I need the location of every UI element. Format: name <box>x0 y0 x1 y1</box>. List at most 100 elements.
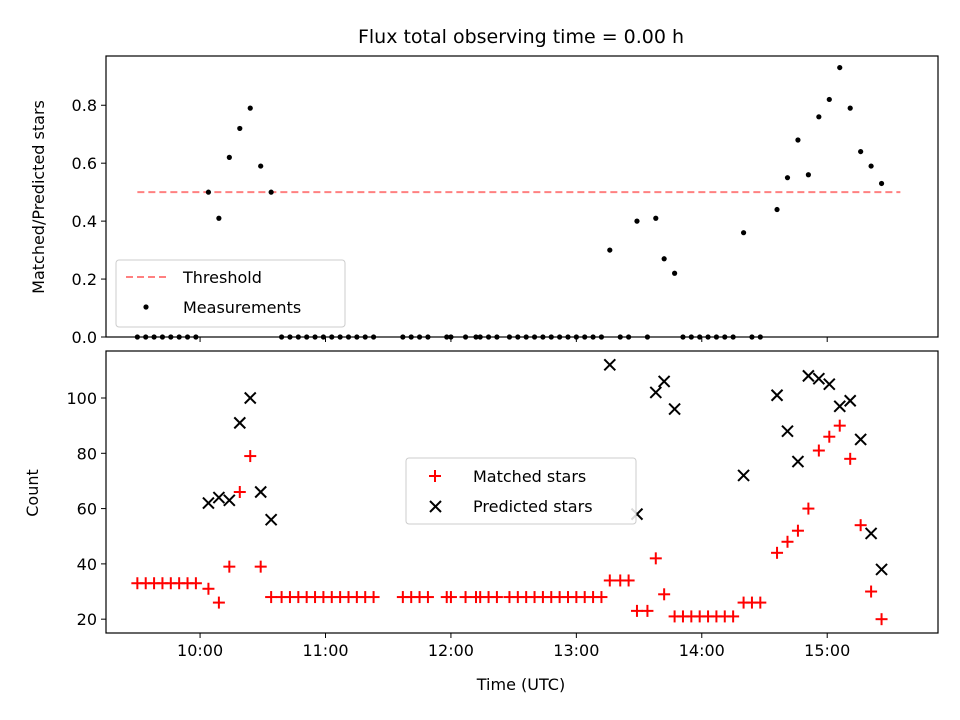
matched-star-point <box>595 591 608 604</box>
bottom-legend: Matched stars Predicted stars <box>405 457 637 525</box>
matched-star-point <box>223 560 236 573</box>
matched-star-point <box>459 591 472 604</box>
legend-matched-swatch <box>429 470 441 482</box>
top-ytick-label: 0.0 <box>72 328 97 347</box>
bottom-xtick-label: 11:00 <box>302 641 348 660</box>
measurement-point <box>816 114 822 120</box>
matched-star-point <box>603 574 616 587</box>
legend-predicted-label: Predicted stars <box>473 497 593 516</box>
top-ytick-label: 0.6 <box>72 154 97 173</box>
predicted-star-stroke-b <box>244 391 257 405</box>
predicted-star-stroke-b <box>264 513 278 526</box>
predicted-star-point <box>223 494 236 507</box>
matched-star-point <box>421 591 434 604</box>
predicted-star-stroke-b <box>843 394 857 407</box>
predicted-star-point <box>823 377 836 391</box>
predicted-star-point <box>264 513 278 526</box>
predicted-star-stroke-b <box>233 416 246 430</box>
predicted-star-point <box>802 369 815 383</box>
legend-measurements-label: Measurements <box>183 298 301 317</box>
bottom-xtick-label: 15:00 <box>804 641 850 660</box>
bottom-ytick-label: 60 <box>77 500 97 519</box>
top-y-ticks: 0.0 0.2 0.4 0.6 0.8 <box>72 96 106 347</box>
predicted-star-stroke-b <box>833 400 846 413</box>
measurement-point <box>847 105 853 111</box>
matched-star-point <box>233 486 246 498</box>
predicted-star-point <box>791 455 805 468</box>
matched-star-point <box>622 574 635 587</box>
bottom-ytick-label: 20 <box>77 610 97 629</box>
matched-star-point <box>844 452 857 465</box>
bottom-xtick-label: 10:00 <box>177 641 223 660</box>
predicted-star-stroke-b <box>254 485 267 499</box>
top-ytick-label: 0.8 <box>72 96 97 115</box>
matched-star-point <box>490 591 503 604</box>
predicted-star-point <box>854 433 867 446</box>
predicted-star-point <box>781 424 794 438</box>
measurement-point <box>226 154 232 160</box>
predicted-star-stroke-b <box>212 491 226 504</box>
measurement-point <box>774 206 780 213</box>
predicted-star-point <box>603 358 617 372</box>
measurement-point <box>653 215 659 221</box>
top-ytick-label: 0.2 <box>72 270 97 289</box>
predicted-star-point <box>233 416 246 430</box>
predicted-star-stroke-b <box>854 433 867 446</box>
matched-star-point <box>833 419 846 432</box>
measurement-point <box>826 96 832 103</box>
measurement-point <box>805 172 811 178</box>
predicted-star-stroke-b <box>770 389 784 402</box>
bottom-xtick-label: 14:00 <box>679 641 725 660</box>
predicted-star-stroke-b <box>823 377 836 391</box>
top-panel: Flux total observing time = 0.00 h Match… <box>29 26 939 347</box>
matched-star-point <box>823 430 836 443</box>
measurement-point <box>878 180 885 187</box>
measurement-point <box>634 218 640 224</box>
matched-star-point <box>444 591 457 604</box>
measurement-point <box>237 125 243 132</box>
measurement-point <box>868 163 874 169</box>
matched-star-point <box>212 596 225 609</box>
predicted-star-stroke-b <box>737 469 750 482</box>
matched-star-point <box>781 535 794 548</box>
predicted-star-point <box>657 375 671 388</box>
matched-star-point <box>658 588 671 601</box>
matched-star-point <box>754 596 767 609</box>
predicted-star-point <box>770 389 784 402</box>
predicted-star-stroke-b <box>781 424 794 438</box>
measurement-point <box>795 137 801 143</box>
predicted-star-point <box>254 485 267 499</box>
legend-predicted-swatch <box>429 500 442 513</box>
matched-star-point <box>265 591 278 604</box>
legend-measurements-swatch <box>143 304 149 310</box>
top-ytick-label: 0.4 <box>72 212 97 231</box>
measurement-point <box>205 189 212 195</box>
predicted-star-point <box>668 402 681 416</box>
predicted-star-stroke-b <box>875 563 888 576</box>
matched-star-point <box>771 546 784 559</box>
measurement-point <box>268 189 274 195</box>
bottom-xtick-label: 13:00 <box>553 641 599 660</box>
measurement-point <box>740 230 747 236</box>
bottom-ytick-label: 40 <box>77 555 97 574</box>
measurement-point <box>672 270 678 276</box>
measurement-point <box>837 64 843 71</box>
matched-star-point <box>802 502 815 515</box>
bottom-y-ticks: 20 40 60 80 100 <box>66 389 106 629</box>
bottom-x-ticks: 10:00 11:00 12:00 13:00 14:00 15:00 <box>177 633 850 660</box>
bottom-axes-frame <box>105 350 939 634</box>
matched-star-point <box>189 577 202 590</box>
predicted-star-stroke-b <box>791 455 805 468</box>
matched-star-point <box>202 582 215 595</box>
predicted-star-point <box>864 527 878 540</box>
measurement-point <box>661 256 667 262</box>
predicted-star-point <box>202 496 215 510</box>
matched-star-point <box>875 613 888 626</box>
predicted-star-point <box>649 386 662 399</box>
measurement-point <box>258 163 264 169</box>
predicted-star-stroke-b <box>668 402 681 416</box>
legend-matched-label: Matched stars <box>473 467 586 486</box>
